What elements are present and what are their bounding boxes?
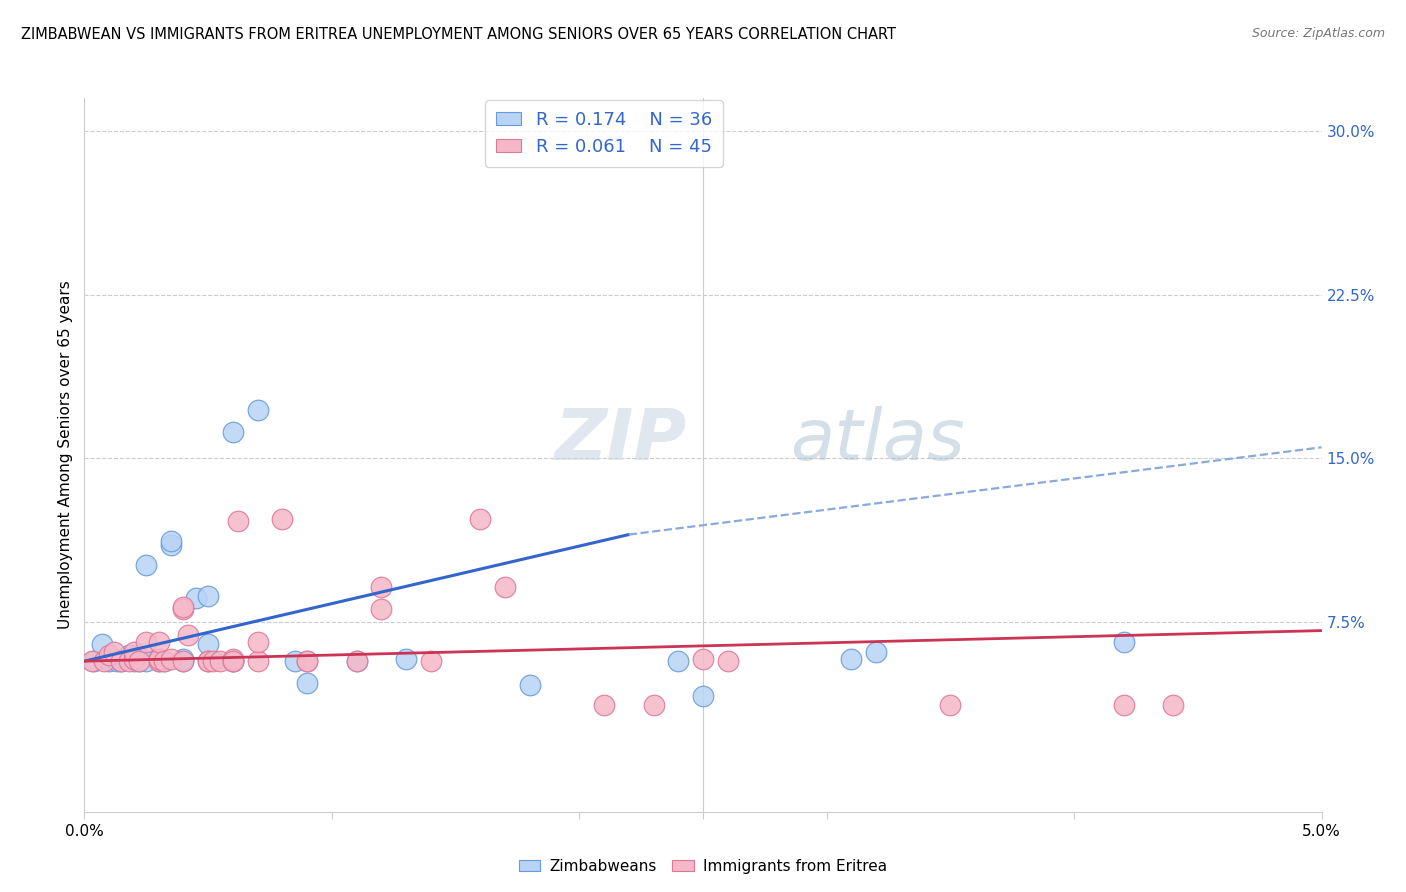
Point xyxy=(717,654,740,668)
Point xyxy=(246,403,269,417)
Point xyxy=(1161,698,1184,712)
Point xyxy=(184,591,207,605)
Point xyxy=(148,654,170,668)
Point xyxy=(122,652,145,666)
Text: ZIMBABWEAN VS IMMIGRANTS FROM ERITREA UNEMPLOYMENT AMONG SENIORS OVER 65 YEARS C: ZIMBABWEAN VS IMMIGRANTS FROM ERITREA UN… xyxy=(21,27,896,42)
Point xyxy=(122,652,145,666)
Point xyxy=(666,654,689,668)
Point xyxy=(841,652,863,666)
Point xyxy=(519,678,541,692)
Point xyxy=(172,654,194,668)
Point xyxy=(112,652,135,666)
Point xyxy=(197,589,219,603)
Point xyxy=(284,654,307,668)
Point xyxy=(118,648,141,662)
Point xyxy=(395,652,418,666)
Point xyxy=(128,654,150,668)
Point xyxy=(122,654,145,668)
Text: Source: ZipAtlas.com: Source: ZipAtlas.com xyxy=(1251,27,1385,40)
Point xyxy=(172,652,194,666)
Point xyxy=(346,654,368,668)
Point xyxy=(110,654,132,668)
Point xyxy=(148,654,170,668)
Point xyxy=(98,654,121,668)
Point xyxy=(939,698,962,712)
Point xyxy=(692,652,714,666)
Point xyxy=(222,654,245,668)
Point xyxy=(226,515,249,529)
Point xyxy=(93,654,115,668)
Point xyxy=(295,654,318,668)
Point xyxy=(692,689,714,703)
Point xyxy=(246,654,269,668)
Point xyxy=(172,599,194,614)
Legend: R = 0.174    N = 36, R = 0.061    N = 45: R = 0.174 N = 36, R = 0.061 N = 45 xyxy=(485,100,723,167)
Point xyxy=(593,698,616,712)
Point xyxy=(470,512,492,526)
Point xyxy=(1112,634,1135,648)
Point xyxy=(222,654,245,668)
Point xyxy=(135,654,157,668)
Point xyxy=(160,539,183,553)
Point xyxy=(80,654,103,668)
Point xyxy=(90,637,112,651)
Text: ZIP: ZIP xyxy=(554,406,686,475)
Point xyxy=(295,676,318,690)
Y-axis label: Unemployment Among Seniors over 65 years: Unemployment Among Seniors over 65 years xyxy=(58,281,73,629)
Point xyxy=(370,580,392,594)
Point xyxy=(271,512,294,526)
Point xyxy=(643,698,665,712)
Point xyxy=(135,558,157,573)
Point xyxy=(295,654,318,668)
Point xyxy=(202,654,225,668)
Point xyxy=(370,601,392,615)
Point xyxy=(494,580,516,594)
Point xyxy=(222,654,245,668)
Point xyxy=(148,634,170,648)
Point xyxy=(209,654,232,668)
Point xyxy=(110,654,132,668)
Point xyxy=(152,654,174,668)
Point xyxy=(98,648,121,662)
Point xyxy=(118,654,141,668)
Point xyxy=(172,601,194,615)
Text: atlas: atlas xyxy=(790,406,965,475)
Point xyxy=(246,634,269,648)
Point xyxy=(160,652,183,666)
Point xyxy=(83,654,105,668)
Point xyxy=(148,652,170,666)
Point xyxy=(865,645,887,659)
Point xyxy=(222,652,245,666)
Point xyxy=(197,654,219,668)
Point xyxy=(346,654,368,668)
Point xyxy=(128,654,150,668)
Point xyxy=(197,637,219,651)
Point xyxy=(160,534,183,549)
Legend: Zimbabweans, Immigrants from Eritrea: Zimbabweans, Immigrants from Eritrea xyxy=(513,853,893,880)
Point xyxy=(419,654,441,668)
Point xyxy=(1112,698,1135,712)
Point xyxy=(105,654,128,668)
Point xyxy=(177,628,200,642)
Point xyxy=(129,652,152,666)
Point xyxy=(222,425,245,439)
Point xyxy=(197,654,219,668)
Point xyxy=(122,645,145,659)
Point xyxy=(148,652,170,666)
Point xyxy=(172,654,194,668)
Point xyxy=(135,634,157,648)
Point xyxy=(103,645,125,659)
Point xyxy=(152,654,174,668)
